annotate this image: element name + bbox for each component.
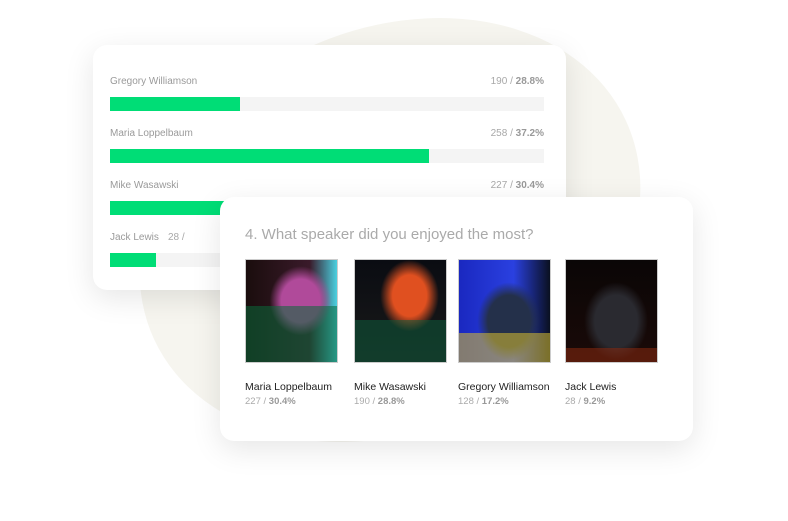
speaker-stat: 190 / 28.8%	[354, 396, 405, 407]
speaker-photo[interactable]	[458, 259, 551, 363]
speaker-photo[interactable]	[245, 259, 338, 363]
speaker-option[interactable]: Maria Loppelbaum 227 / 30.4%	[245, 259, 338, 407]
result-percent: 37.2%	[515, 128, 544, 139]
vote-overlay	[246, 306, 337, 362]
speaker-name: Jack Lewis	[565, 381, 617, 393]
result-stat: 227 / 30.4%	[490, 180, 544, 191]
result-percent: 30.4%	[515, 180, 544, 191]
result-percent: 28.8%	[515, 76, 544, 87]
speaker-percent: 28.8%	[377, 396, 405, 407]
speaker-option[interactable]: Gregory Williamson 128 / 17.2%	[458, 259, 551, 407]
result-bar-fill	[110, 253, 156, 267]
result-votes: 28	[168, 232, 180, 243]
speaker-name: Maria Loppelbaum	[245, 381, 332, 393]
question-card: 4. What speaker did you enjoyed the most…	[220, 197, 693, 441]
speaker-name: Mike Wasawski	[354, 381, 426, 393]
speaker-photo[interactable]	[354, 259, 447, 363]
result-bar	[110, 149, 544, 163]
speaker-percent: 17.2%	[481, 396, 509, 407]
speaker-option[interactable]: Jack Lewis 28 / 9.2%	[565, 259, 658, 407]
question-title: 4. What speaker did you enjoyed the most…	[245, 226, 534, 243]
speaker-stat: 227 / 30.4%	[245, 396, 296, 407]
speaker-stat: 28 / 9.2%	[565, 396, 606, 407]
result-bar-fill	[110, 149, 429, 163]
result-name: Maria Loppelbaum	[110, 128, 193, 139]
result-name: Gregory Williamson	[110, 76, 198, 87]
speaker-votes: 128	[458, 396, 474, 407]
result-name: Jack Lewis	[110, 232, 159, 243]
result-votes: 190	[490, 76, 508, 87]
result-stat: 28 /	[168, 232, 185, 243]
speaker-percent: 30.4%	[268, 396, 296, 407]
result-bar-fill	[110, 97, 241, 111]
result-stat: 258 / 37.2%	[490, 128, 544, 139]
result-bar	[110, 97, 544, 111]
speaker-stat: 128 / 17.2%	[458, 396, 509, 407]
speaker-votes: 227	[245, 396, 261, 407]
result-name: Mike Wasawski	[110, 180, 179, 191]
speaker-photo[interactable]	[565, 259, 658, 363]
vote-overlay	[355, 320, 446, 362]
result-votes: 227	[490, 180, 508, 191]
vote-overlay	[459, 333, 550, 362]
result-votes: 258	[490, 128, 508, 139]
speaker-option[interactable]: Mike Wasawski 190 / 28.8%	[354, 259, 447, 407]
speaker-votes: 190	[354, 396, 370, 407]
result-stat: 190 / 28.8%	[490, 76, 544, 87]
vote-overlay	[566, 348, 657, 362]
speaker-votes: 28	[565, 396, 576, 407]
speaker-percent: 9.2%	[583, 396, 606, 407]
speaker-name: Gregory Williamson	[458, 381, 550, 393]
